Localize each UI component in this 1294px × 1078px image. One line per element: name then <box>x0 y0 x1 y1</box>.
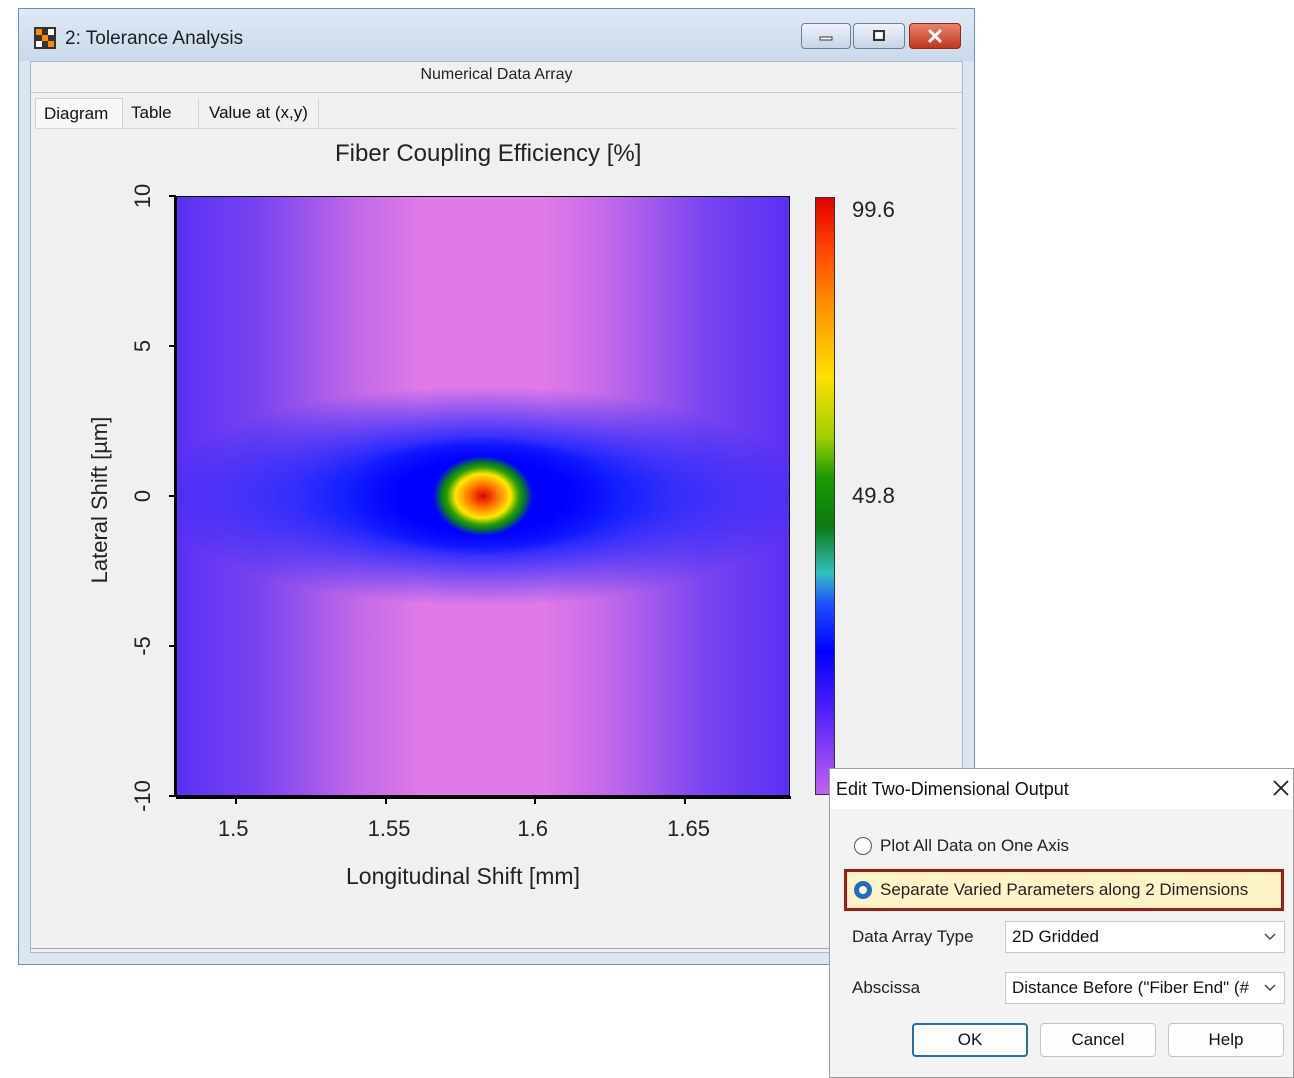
data-array-type-label: Data Array Type <box>852 927 974 946</box>
window-titlebar[interactable]: 2: Tolerance Analysis <box>19 9 974 61</box>
maximize-button[interactable] <box>853 23 905 49</box>
y-tick-label: 5 <box>130 339 155 353</box>
colorbar <box>815 197 835 795</box>
cancel-button[interactable]: Cancel <box>1040 1023 1156 1057</box>
x-tick <box>684 796 687 804</box>
chart-title: Fiber Coupling Efficiency [%] <box>335 140 642 167</box>
x-axis-line <box>176 796 791 799</box>
help-button[interactable]: Help <box>1168 1023 1284 1057</box>
x-tick <box>234 796 237 804</box>
y-tick <box>169 345 176 347</box>
close-icon <box>927 28 943 44</box>
close-icon[interactable] <box>1270 777 1292 799</box>
chevron-down-icon <box>1264 984 1276 992</box>
close-button[interactable] <box>909 23 961 49</box>
dialog-title: Edit Two-Dimensional Output <box>836 779 1069 799</box>
minimize-button[interactable] <box>801 23 851 49</box>
y-tick-label: -10 <box>130 780 155 812</box>
abscissa-label: Abscissa <box>852 978 921 997</box>
radio-separate-varied-parameters[interactable]: Separate Varied Parameters along 2 Dimen… <box>854 878 1248 902</box>
abscissa-value: Distance Before ("Fiber End" (# <box>1012 978 1249 997</box>
app-icon <box>34 27 56 49</box>
chevron-down-icon <box>1264 933 1276 941</box>
highlight-box <box>844 869 1284 911</box>
y-tick <box>169 195 176 197</box>
data-array-type-select[interactable]: 2D Gridded <box>1005 921 1285 953</box>
y-tick <box>169 645 176 647</box>
y-axis-label: Lateral Shift [µm] <box>87 416 112 584</box>
radio-unchecked-icon[interactable] <box>854 837 872 855</box>
heatmap-plot[interactable] <box>176 196 790 796</box>
numerical-data-array-header: Numerical Data Array <box>31 62 962 93</box>
tab-value-at-xy[interactable]: Value at (x,y) <box>201 98 319 128</box>
y-tick <box>169 795 176 797</box>
tab-diagram[interactable]: Diagram <box>35 98 123 128</box>
radio-separate-varied-parameters-label: Separate Varied Parameters along 2 Dimen… <box>880 880 1249 899</box>
radio-checked-icon[interactable] <box>854 881 872 899</box>
y-tick-label: -5 <box>130 636 155 656</box>
restore-icon <box>873 30 885 41</box>
colorbar-max-label: 99.6 <box>852 197 895 222</box>
x-axis-label: Longitudinal Shift [mm] <box>346 863 580 889</box>
window-title: 2: Tolerance Analysis <box>65 28 244 49</box>
data-array-type-value: 2D Gridded <box>1012 927 1099 946</box>
radio-plot-all-data[interactable]: Plot All Data on One Axis <box>854 834 1069 858</box>
x-tick-label: 1.6 <box>517 816 548 841</box>
divider <box>31 948 962 949</box>
y-tick-label: 10 <box>130 183 155 209</box>
abscissa-select[interactable]: Distance Before ("Fiber End" (# <box>1005 972 1285 1004</box>
y-tick <box>169 495 176 497</box>
x-tick-label: 1.65 <box>667 816 710 841</box>
dialog-titlebar[interactable]: Edit Two-Dimensional Output <box>830 769 1293 809</box>
minimize-icon <box>819 36 833 41</box>
edit-two-dimensional-output-dialog: Edit Two-Dimensional Output Plot All Dat… <box>829 768 1294 1078</box>
x-tick-label: 1.5 <box>217 816 249 841</box>
x-tick <box>534 796 537 804</box>
x-tick-label: 1.55 <box>367 816 411 841</box>
x-tick <box>384 796 387 804</box>
colorbar-mid-label: 49.8 <box>852 483 895 508</box>
tab-table[interactable]: Table <box>123 98 199 128</box>
radio-plot-all-data-label: Plot All Data on One Axis <box>880 836 1069 855</box>
ok-button[interactable]: OK <box>912 1023 1028 1057</box>
y-tick-label: 0 <box>130 489 155 503</box>
